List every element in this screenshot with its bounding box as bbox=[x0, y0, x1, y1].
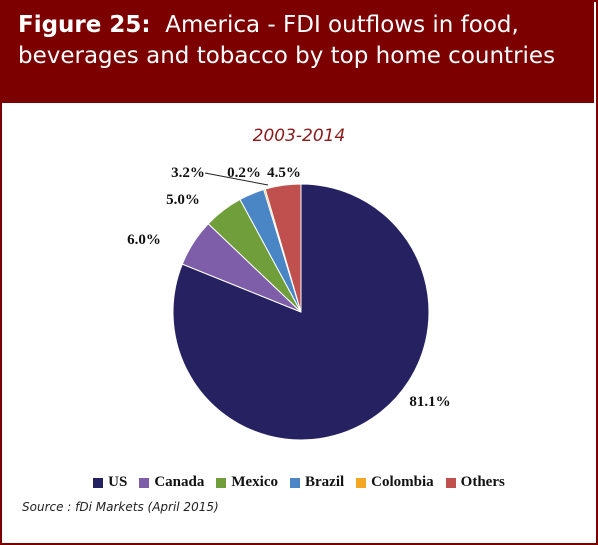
data-label-mexico: 5.0% bbox=[166, 192, 200, 208]
legend-label-canada: Canada bbox=[154, 474, 205, 490]
legend-label-us: US bbox=[108, 474, 128, 490]
legend-label-colombia: Colombia bbox=[371, 474, 434, 490]
figure-title-text-line1: America - FDI outflows in food, bbox=[165, 12, 519, 38]
legend-swatch-canada bbox=[139, 477, 150, 488]
chart-subtitle: 2003-2014 bbox=[252, 126, 346, 146]
legend-item-colombia: Colombia bbox=[356, 474, 434, 491]
legend-swatch-others bbox=[445, 477, 456, 488]
legend-label-mexico: Mexico bbox=[231, 474, 278, 490]
figure-header: Figure 25: America - FDI outflows in foo… bbox=[0, 0, 594, 103]
legend-swatch-us bbox=[93, 477, 104, 488]
data-label-colombia: 0.2% bbox=[227, 165, 261, 181]
source-note: Source : fDi Markets (April 2015) bbox=[22, 500, 219, 514]
figure-title: Figure 25: America - FDI outflows in foo… bbox=[18, 10, 588, 72]
legend-label-others: Others bbox=[460, 474, 505, 490]
legend-swatch-colombia bbox=[356, 477, 367, 488]
legend-swatch-mexico bbox=[216, 477, 227, 488]
legend-item-others: Others bbox=[445, 474, 505, 491]
pie-slice-others bbox=[264, 183, 302, 313]
data-label-canada: 6.0% bbox=[127, 232, 161, 248]
legend-swatch-brazil bbox=[290, 477, 300, 488]
data-label-brazil: 3.2% bbox=[171, 165, 205, 181]
figure-title-line1: Figure 25: America - FDI outflows in foo… bbox=[18, 10, 588, 41]
figure-title-line2: beverages and tobacco by top home countr… bbox=[18, 43, 556, 69]
chart-legend: US Canada Mexico Brazil Colombia Others bbox=[0, 474, 598, 491]
legend-item-canada: Canada bbox=[139, 474, 204, 491]
data-label-us: 81.1% bbox=[409, 394, 450, 410]
figure-label: Figure 25: bbox=[18, 12, 151, 38]
leader-line-brazil bbox=[204, 172, 269, 186]
data-label-others: 4.5% bbox=[267, 165, 301, 181]
legend-item-mexico: Mexico bbox=[216, 474, 278, 491]
legend-label-brazil: Brazil bbox=[305, 474, 345, 490]
legend-item-brazil: Brazil bbox=[290, 474, 344, 491]
legend-item-us: US bbox=[93, 474, 127, 491]
